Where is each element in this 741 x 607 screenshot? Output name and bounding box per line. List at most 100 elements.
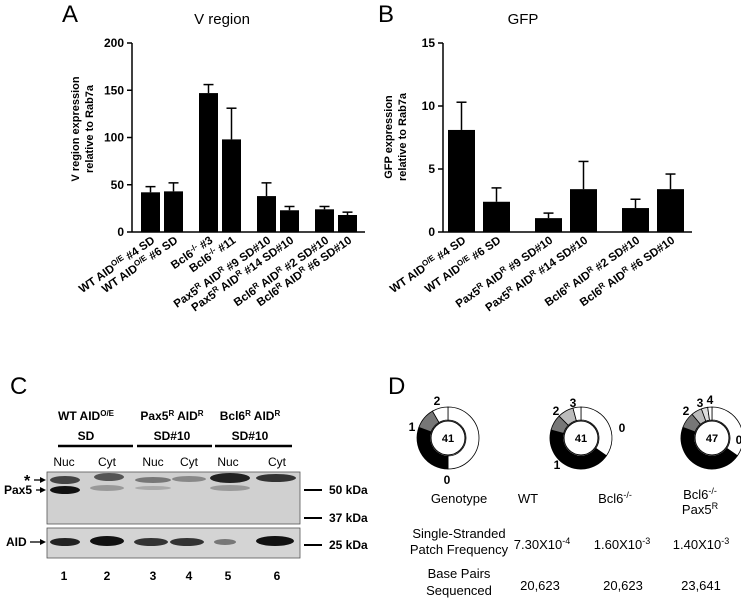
panel-b-y-tick-label: 15 xyxy=(422,36,436,50)
panel-b-letter: B xyxy=(378,1,394,28)
panel-a-y-tick-label: 150 xyxy=(104,83,124,97)
panel-a-y-tick-label: 200 xyxy=(104,36,124,50)
panel-a-y-tick-label: 50 xyxy=(111,178,125,192)
panel-d-letter: D xyxy=(388,373,405,400)
panel-b-bar xyxy=(570,189,597,232)
panel-a-bar xyxy=(222,139,241,232)
lane-number: 6 xyxy=(274,569,281,583)
marker-label: 25 kDa xyxy=(329,538,368,552)
header-line2: SD#10 xyxy=(232,429,269,443)
asterisk-label: * xyxy=(24,473,31,490)
donut-segment-label: 3 xyxy=(697,396,704,410)
western-band xyxy=(134,538,168,546)
donut-segment xyxy=(572,406,582,422)
genotype-value-line2: Pax5R xyxy=(682,501,719,517)
donut-segment xyxy=(447,406,480,470)
donut-hole xyxy=(563,420,599,456)
freq-label-line1: Single-Stranded xyxy=(412,526,505,541)
freq-value: 7.30X10-4 xyxy=(514,536,570,552)
bp-value: 20,623 xyxy=(603,578,643,593)
genotype-value: Bcl6-/- xyxy=(598,490,632,506)
header-line1: WT AIDO/E xyxy=(58,409,115,424)
western-band xyxy=(172,476,206,482)
panel-a-bar xyxy=(257,196,276,232)
panel-a-ylabel-line1: V region expression xyxy=(70,76,82,181)
panel-a: A V region V region expression relative … xyxy=(62,1,365,314)
donut-hole xyxy=(430,420,466,456)
marker-label: 50 kDa xyxy=(329,483,368,497)
blot-upper xyxy=(46,471,301,525)
fraction-label: Nuc xyxy=(142,455,163,469)
western-headers: WT AIDO/E SD Pax5R AIDR SD#10 Bcl6R AIDR SD#1… xyxy=(58,409,292,448)
panel-b-bar xyxy=(448,129,475,232)
pax5-arrowhead xyxy=(40,487,46,493)
fraction-label: Nuc xyxy=(53,455,74,469)
fraction-label: Nuc xyxy=(217,455,238,469)
pax5-label: Pax5 xyxy=(4,483,32,497)
panel-a-bar xyxy=(141,192,160,232)
western-band xyxy=(90,485,124,491)
panel-c-letter: C xyxy=(10,373,27,400)
fraction-label: Cyt xyxy=(268,455,287,469)
freq-value: 1.60X10-3 xyxy=(594,536,650,552)
panel-b-ylabel-line2: relative to Rab7a xyxy=(397,92,409,181)
western-band xyxy=(170,538,204,546)
lane-number: 1 xyxy=(61,569,68,583)
panel-b-ylabel-line1: GFP expression xyxy=(383,95,395,179)
donut-segment xyxy=(707,406,713,421)
panel-a-y-tick-label: 0 xyxy=(117,225,124,239)
header-line2: SD xyxy=(78,429,95,443)
panel-c: C WT AIDO/E SD Pax5R AIDR SD#10 Bcl6R AIDR SD… xyxy=(4,373,368,583)
western-band xyxy=(50,538,80,546)
lane-number: 4 xyxy=(186,569,193,583)
donut-segment xyxy=(431,406,449,423)
header-line1: Bcl6R AIDR xyxy=(220,409,281,424)
western-band xyxy=(135,486,171,490)
donut-hole xyxy=(694,420,730,456)
panel-a-bar xyxy=(199,93,218,233)
lane-number: 2 xyxy=(104,569,111,583)
donut-center-label: 41 xyxy=(442,433,454,445)
bp-value: 23,641 xyxy=(681,578,721,593)
panel-a-letter: A xyxy=(62,1,78,28)
genotype-value: Bcl6-/- xyxy=(683,486,717,502)
freq-label-line2: Patch Frequency xyxy=(410,542,509,557)
donut-segment-label: 2 xyxy=(434,394,441,408)
fraction-label: Cyt xyxy=(180,455,199,469)
donut-segment-label: 0 xyxy=(736,433,741,447)
donut-segment-label: 1 xyxy=(409,420,416,434)
aid-label: AID xyxy=(6,535,27,549)
donut-center-label: 41 xyxy=(575,433,587,445)
panel-b-bar xyxy=(535,218,562,232)
western-band xyxy=(256,536,294,546)
donut-segment-label: 1 xyxy=(689,449,696,463)
western-band xyxy=(50,486,80,494)
fraction-label: Cyt xyxy=(98,455,117,469)
header-line1: Pax5R AIDR xyxy=(140,409,203,424)
western-band xyxy=(256,474,296,482)
panel-b-y-tick-label: 10 xyxy=(422,99,436,113)
panel-a-bar xyxy=(315,209,334,232)
patch-table: Genotype WT Bcl6-/- Bcl6-/-Pax5RSingle-Stra… xyxy=(410,486,729,598)
western-band xyxy=(210,473,250,483)
donut-center-label: 47 xyxy=(706,433,718,445)
panel-b-bar xyxy=(657,189,684,232)
donut-segment-label: 0 xyxy=(619,421,626,435)
panel-a-bar xyxy=(164,191,183,232)
donut-segment-label: 2 xyxy=(553,404,560,418)
western-band xyxy=(94,473,124,481)
asterisk-arrowhead xyxy=(40,477,46,483)
genotype-label: Genotype xyxy=(431,491,487,506)
donut-segment-label: 1 xyxy=(554,458,561,472)
panel-a-ylabel-line2: relative to Rab7a xyxy=(84,84,96,173)
aid-arrowhead xyxy=(40,539,46,545)
panel-b: B GFP GFP expression relative to Rab7a 0… xyxy=(378,1,692,314)
panel-b-y-tick-label: 5 xyxy=(428,162,435,176)
panel-a-title: V region xyxy=(194,11,250,28)
donut-segment-label: 3 xyxy=(570,396,577,410)
